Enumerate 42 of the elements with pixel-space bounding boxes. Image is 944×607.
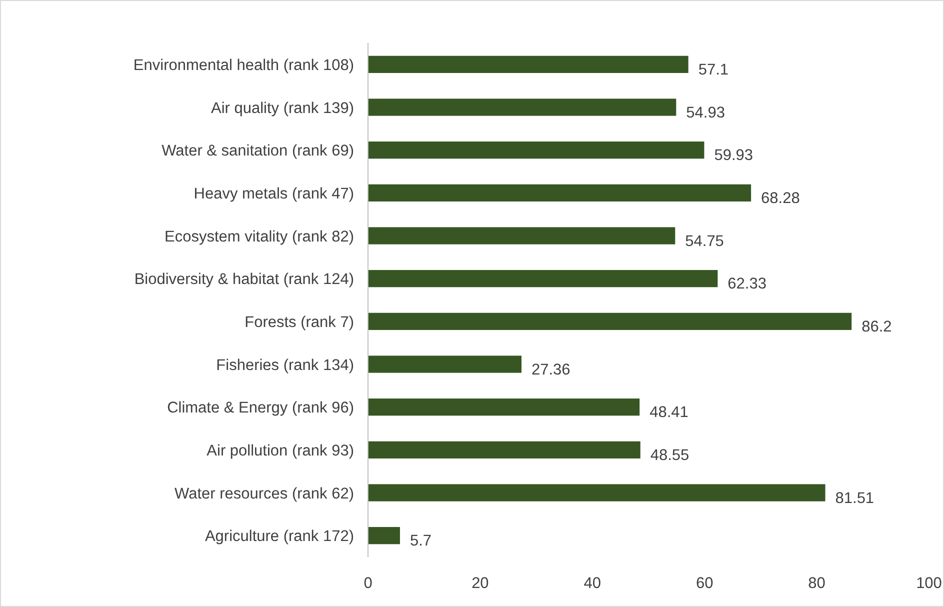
bar bbox=[368, 98, 676, 116]
data-label: 54.75 bbox=[685, 232, 724, 250]
bar bbox=[368, 227, 676, 244]
data-label: 48.55 bbox=[650, 446, 690, 464]
x-tick-label: 20 bbox=[472, 575, 490, 592]
x-tick-label: 60 bbox=[696, 575, 714, 592]
data-label: 59.93 bbox=[714, 147, 754, 164]
x-tick-label: 0 bbox=[364, 575, 373, 592]
bar bbox=[368, 312, 852, 330]
data-label: 81.51 bbox=[835, 490, 874, 507]
data-label: 27.36 bbox=[531, 361, 570, 378]
data-label: 86.2 bbox=[862, 318, 892, 336]
y-tick-label: Agriculture (rank 172) bbox=[204, 528, 354, 546]
data-label: 54.93 bbox=[686, 104, 725, 122]
x-tick-label: 40 bbox=[584, 575, 602, 592]
bar bbox=[368, 441, 640, 458]
bar bbox=[368, 56, 688, 73]
bar bbox=[368, 184, 752, 202]
data-label: 5.7 bbox=[410, 532, 432, 550]
x-tick-label: 100 bbox=[916, 575, 942, 592]
bar bbox=[368, 527, 400, 544]
data-label: 57.1 bbox=[698, 61, 729, 78]
y-tick-label: Water resources (rank 62) bbox=[174, 485, 354, 502]
y-tick-label: Biodiversity & habitat (rank 124) bbox=[134, 271, 354, 288]
y-tick-label: Environmental health (rank 108) bbox=[133, 56, 354, 74]
y-tick-label: Heavy metals (rank 47) bbox=[194, 185, 354, 202]
y-tick-label: Ecosystem vitality (rank 82) bbox=[164, 228, 354, 246]
y-tick-label: Air quality (rank 139) bbox=[210, 100, 354, 117]
bar bbox=[368, 356, 522, 373]
data-label: 62.33 bbox=[728, 276, 766, 293]
y-tick-label: Air pollution (rank 93) bbox=[206, 442, 354, 460]
bar bbox=[368, 270, 718, 288]
y-tick-label: Water & sanitation (rank 69) bbox=[162, 142, 354, 160]
bar bbox=[368, 398, 640, 416]
y-tick-label: Forests (rank 7) bbox=[244, 314, 354, 331]
y-tick-label: Climate & Energy (rank 96) bbox=[167, 400, 354, 417]
y-tick-label: Fisheries (rank 134) bbox=[216, 356, 354, 374]
bar bbox=[368, 142, 704, 159]
x-tick-label: 80 bbox=[808, 575, 826, 592]
data-label: 68.28 bbox=[761, 190, 800, 207]
data-label: 48.41 bbox=[650, 404, 688, 422]
bar bbox=[368, 484, 826, 502]
